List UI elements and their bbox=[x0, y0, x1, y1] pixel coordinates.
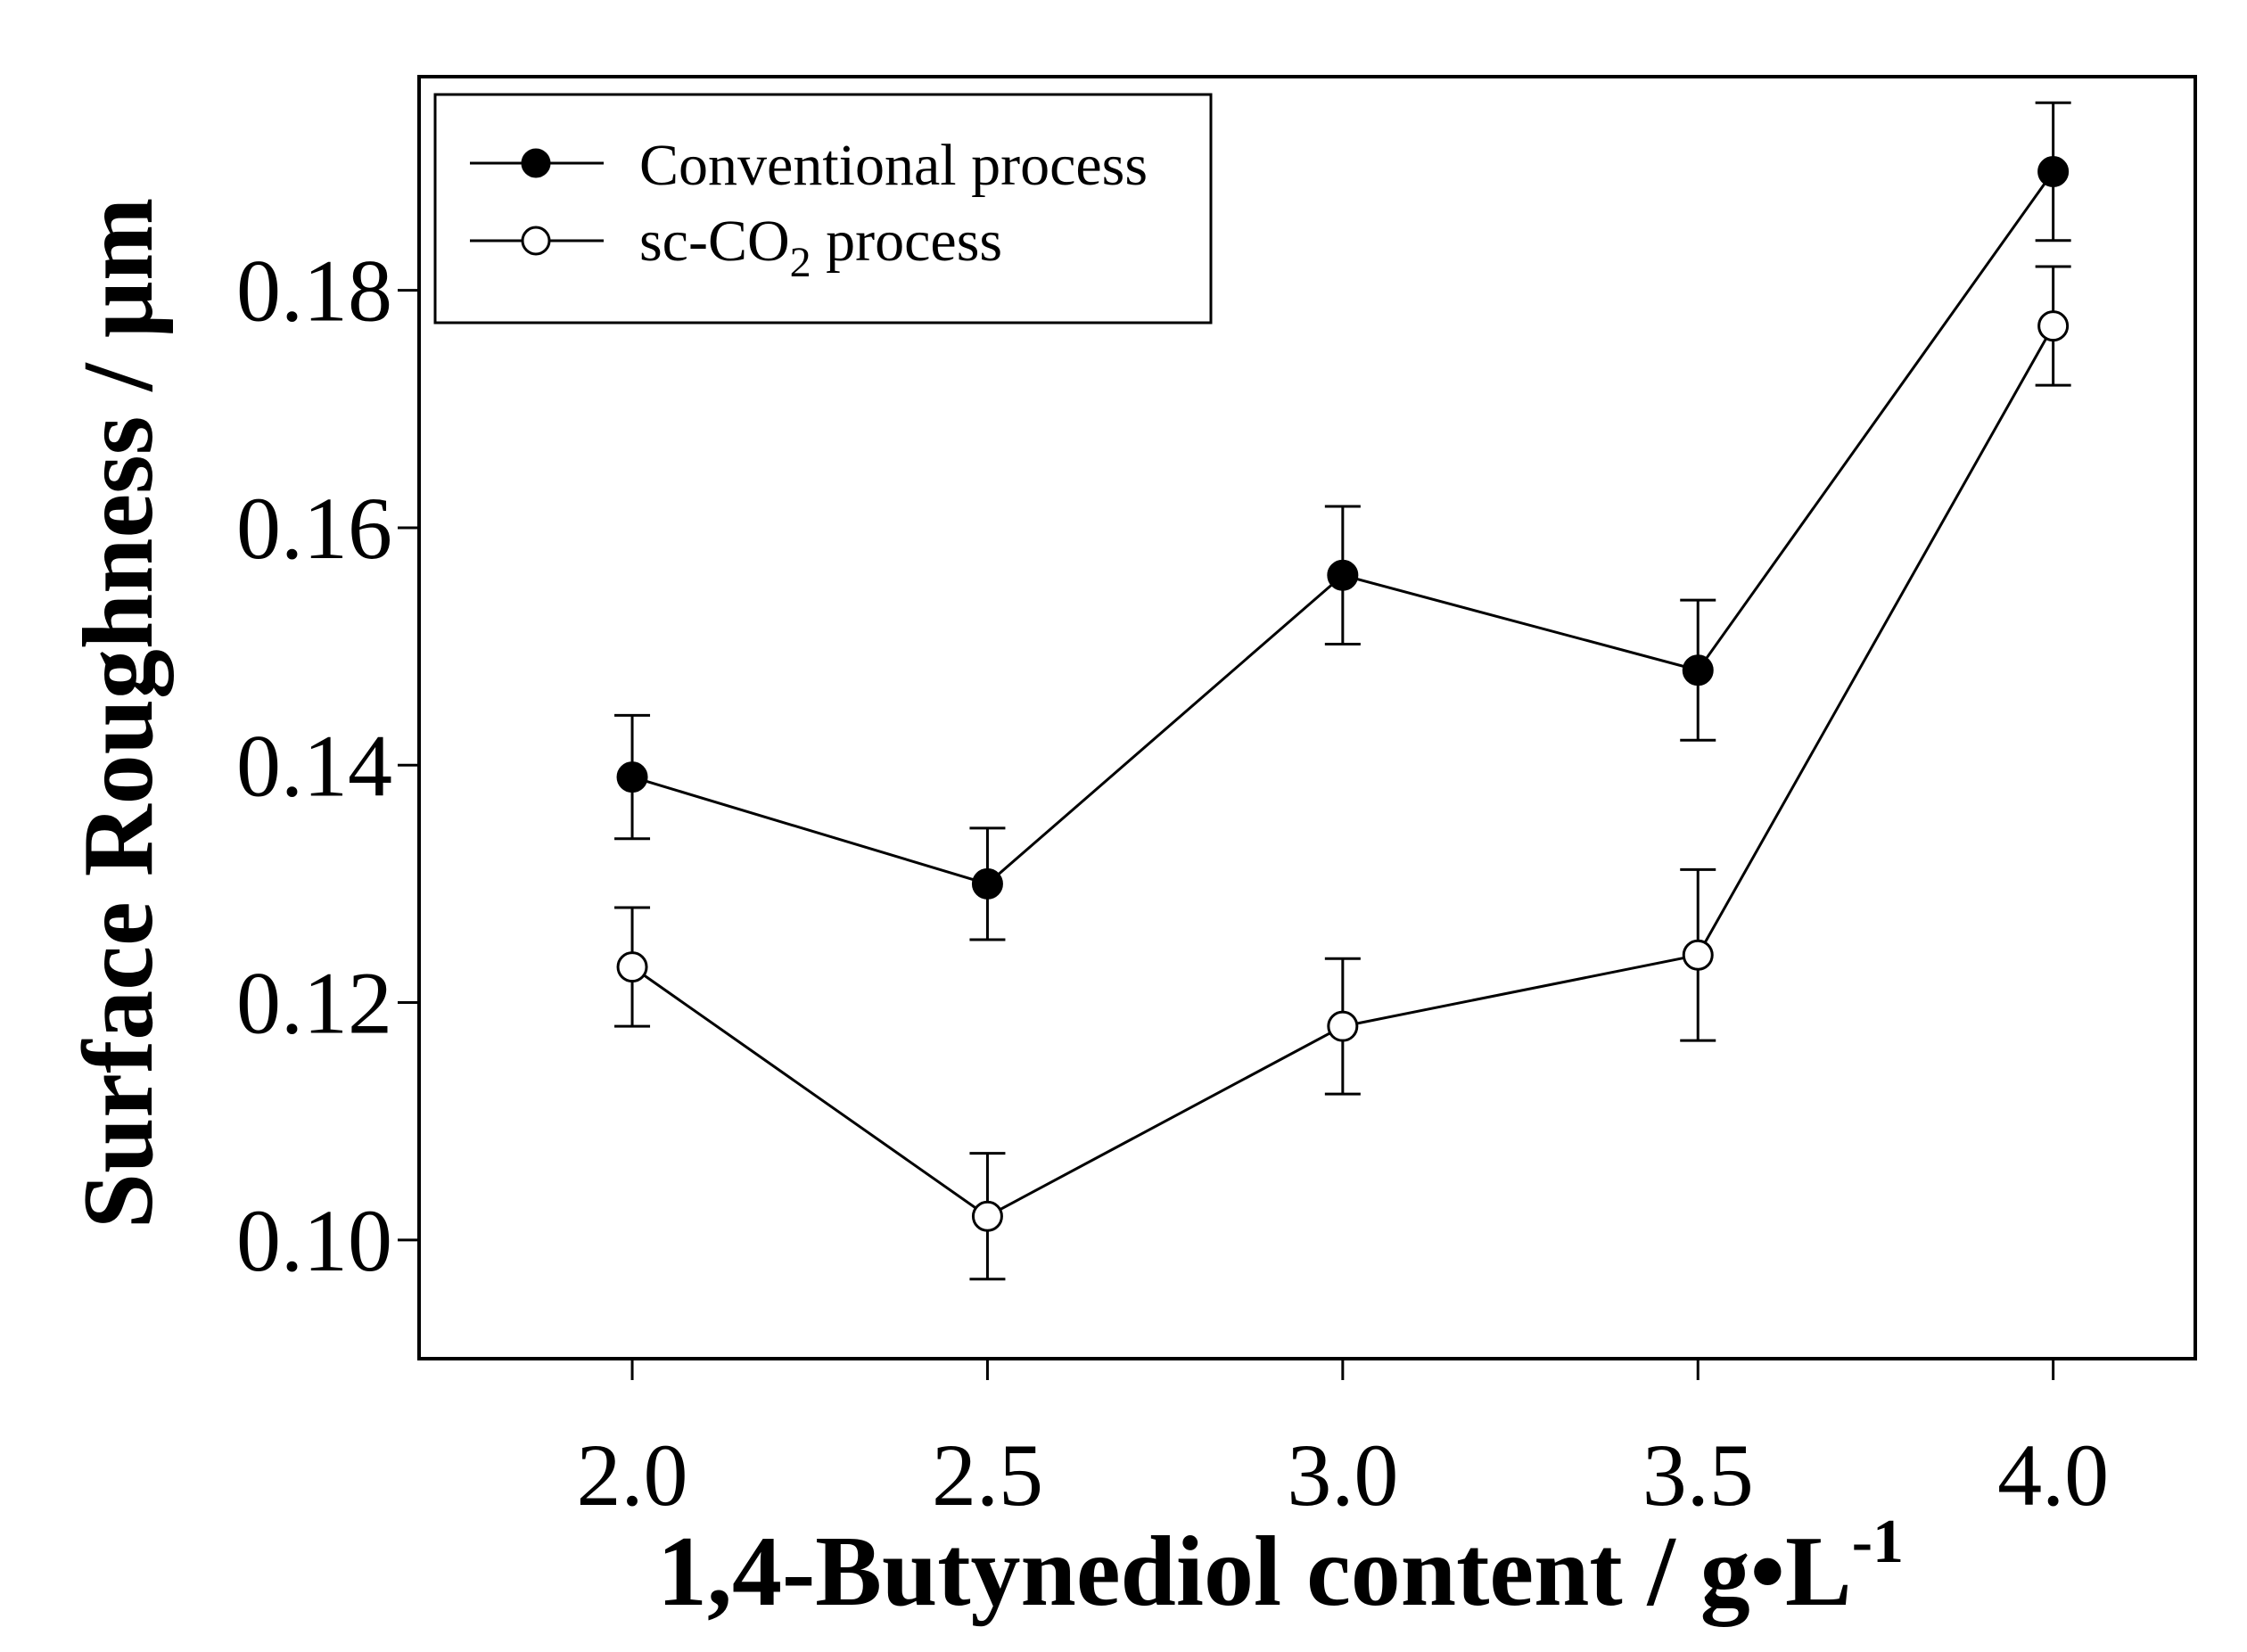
data-point-0 bbox=[616, 761, 648, 793]
data-point-0 bbox=[1327, 559, 1359, 591]
legend-label-scco2-subscript: 2 bbox=[790, 239, 811, 286]
y-axis-title: Surface Roughness / µm bbox=[63, 198, 174, 1229]
data-point-1 bbox=[1327, 1010, 1359, 1042]
markers bbox=[616, 156, 2070, 1232]
y-tick-label: 0.16 bbox=[236, 479, 392, 578]
y-tick-label: 0.10 bbox=[236, 1191, 392, 1290]
x-axis-title: 1,4-Butynediol content / g•L-1 bbox=[657, 1508, 1904, 1627]
data-point-0 bbox=[2037, 156, 2070, 188]
data-point-1 bbox=[971, 1200, 1003, 1232]
legend-box bbox=[433, 93, 1213, 325]
x-tick-label: 3.5 bbox=[1642, 1426, 1754, 1525]
y-axis: 0.10 0.12 0.14 0.16 0.18 bbox=[236, 242, 419, 1290]
legend-marker-scco2 bbox=[521, 226, 551, 256]
x-axis-title-superscript: -1 bbox=[1852, 1508, 1904, 1576]
x-tick-label: 4.0 bbox=[1997, 1426, 2109, 1525]
legend-label-scco2: sc-CO2 process bbox=[639, 209, 1002, 286]
legend-label-conventional: Conventional process bbox=[639, 133, 1148, 198]
x-axis: 2.0 2.5 3.0 3.5 4.0 bbox=[577, 1359, 2109, 1525]
y-tick-label: 0.18 bbox=[236, 242, 392, 341]
data-point-0 bbox=[1682, 654, 1714, 686]
data-point-1 bbox=[2037, 310, 2070, 342]
data-point-1 bbox=[616, 951, 648, 983]
x-tick-label: 2.0 bbox=[577, 1426, 688, 1525]
x-tick-label: 3.0 bbox=[1287, 1426, 1398, 1525]
legend-marker-conventional bbox=[521, 148, 551, 178]
y-tick-label: 0.12 bbox=[236, 954, 392, 1053]
y-tick-label: 0.14 bbox=[236, 716, 392, 815]
data-point-1 bbox=[1682, 939, 1714, 971]
plot-frame bbox=[417, 75, 2197, 1360]
legend: Conventional process sc-CO2 process bbox=[433, 93, 1213, 325]
data-point-0 bbox=[971, 867, 1003, 900]
x-axis-title-main: 1,4-Butynediol content / g•L bbox=[657, 1516, 1852, 1627]
x-tick-label: 2.5 bbox=[932, 1426, 1043, 1525]
